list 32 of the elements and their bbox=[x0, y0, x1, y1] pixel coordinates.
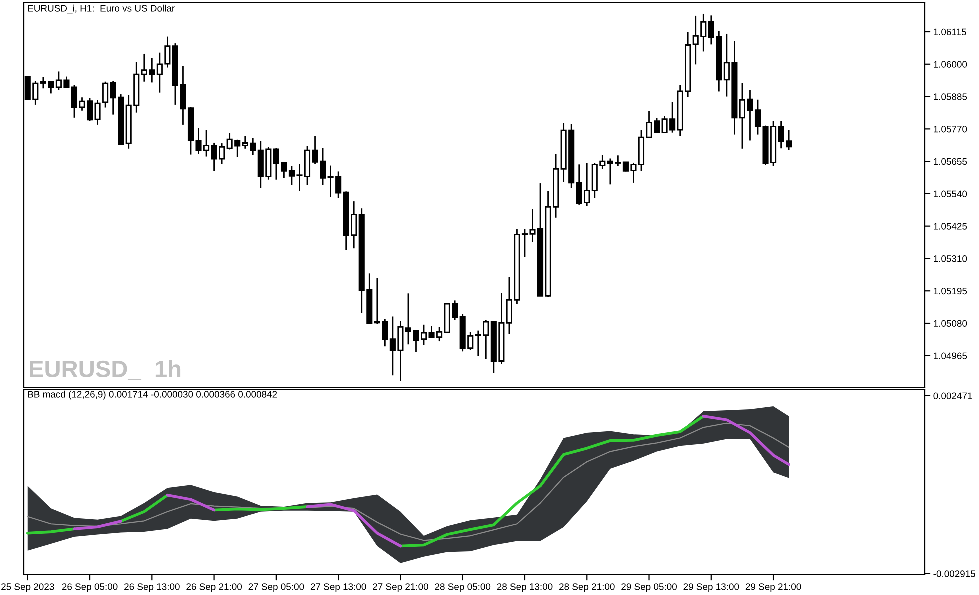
x-tick-label: 29 Sep 21:00 bbox=[746, 584, 802, 592]
y-tick-label: 0.002471 bbox=[934, 392, 972, 400]
y-tick-label: 1.05310 bbox=[934, 256, 968, 262]
x-tick-label: 26 Sep 05:00 bbox=[62, 584, 118, 592]
y-tick-label: 1.05885 bbox=[934, 94, 968, 100]
y-tick-label: 1.04965 bbox=[934, 352, 968, 360]
x-tick-label: 26 Sep 13:00 bbox=[124, 584, 180, 592]
candlestick bbox=[94, 99, 101, 126]
chart-title: BB macd (12,26,9) 0.001714 -0.000030 0.000366 0.000842 bbox=[28, 390, 278, 400]
y-tick-label: -0.002915 bbox=[934, 570, 976, 578]
y-tick-label: 1.06115 bbox=[934, 28, 966, 36]
annotation: EURUSD_ 1h bbox=[30, 360, 181, 380]
x-tick-label: 26 Sep 21:00 bbox=[186, 584, 242, 592]
x-tick-label: 28 Sep 05:00 bbox=[435, 584, 491, 592]
chart-title: EURUSD_i, H1: Euro vs US Dollar bbox=[28, 4, 175, 14]
candlestick bbox=[102, 81, 109, 108]
y-tick-label: 1.05540 bbox=[934, 190, 968, 198]
x-tick-label: 27 Sep 05:00 bbox=[248, 584, 304, 592]
x-tick-label: 27 Sep 21:00 bbox=[373, 584, 428, 592]
x-tick-label: 28 Sep 21:00 bbox=[560, 584, 615, 592]
x-tick-label: 29 Sep 05:00 bbox=[622, 584, 677, 592]
line-series bbox=[27, 422, 790, 542]
x-tick-label: 25 Sep 2023 bbox=[2, 584, 54, 592]
y-tick-label: 1.06000 bbox=[934, 61, 968, 68]
y-tick-label: 1.05770 bbox=[934, 126, 968, 133]
y-tick-label: 1.05080 bbox=[934, 320, 968, 328]
x-tick-label: 28 Sep 13:00 bbox=[497, 584, 553, 592]
x-tick-label: 29 Sep 13:00 bbox=[684, 584, 740, 592]
y-tick-label: 1.05425 bbox=[934, 223, 968, 230]
y-tick-label: 1.05655 bbox=[934, 158, 968, 166]
x-tick-label: 27 Sep 13:00 bbox=[310, 584, 366, 592]
y-tick-label: 1.05195 bbox=[934, 288, 968, 295]
